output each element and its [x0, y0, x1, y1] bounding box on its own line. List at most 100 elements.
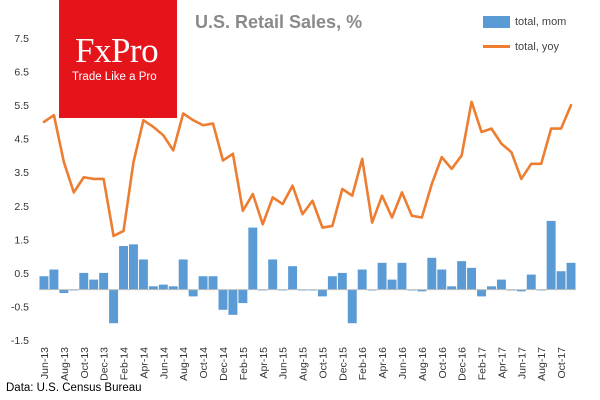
x-tick-label: Feb-15 — [238, 347, 250, 380]
x-tick-label: Dec-14 — [218, 347, 230, 381]
bar-mom — [397, 262, 407, 290]
yoy-line-group — [42, 100, 573, 238]
bar-mom — [566, 262, 576, 290]
y-tick-label: 5.5 — [14, 100, 29, 112]
bar-mom — [79, 272, 89, 290]
fxpro-logo: FxPro Trade Like a Pro — [59, 0, 177, 118]
x-tick-label: Aug-16 — [417, 347, 429, 381]
bar-mom — [317, 289, 327, 297]
x-tick-label: Feb-14 — [119, 347, 131, 380]
bar-mom — [208, 276, 218, 290]
bar-mom — [546, 220, 556, 290]
legend-item-yoy: total, yoy — [483, 38, 566, 55]
y-tick-label: 6.5 — [14, 67, 29, 79]
bar-mom — [417, 289, 427, 292]
bar-mom — [158, 284, 168, 290]
legend-label-yoy: total, yoy — [515, 40, 560, 53]
legend-swatch-bar — [483, 15, 510, 28]
logo-text: FxPro — [75, 31, 159, 70]
y-tick-label: 7.5 — [14, 33, 29, 45]
x-tick-label: Jun-13 — [39, 347, 51, 379]
bar-mom — [487, 286, 496, 290]
x-tick-label: Feb-16 — [357, 347, 369, 380]
source-note: Data: U.S. Census Bureau — [6, 382, 142, 394]
bar-mom — [357, 269, 367, 290]
line-yoy — [42, 100, 573, 238]
bar-mom — [327, 276, 337, 290]
bar-mom — [89, 279, 99, 290]
bar-mom — [556, 271, 566, 290]
bar-mom — [447, 286, 457, 290]
x-tick-label: Oct-14 — [198, 347, 210, 379]
x-tick-label: Jun-14 — [158, 347, 170, 379]
bar-mom — [288, 266, 298, 290]
x-tick-label: Apr-15 — [258, 347, 270, 379]
logo-tagline: Trade Like a Pro — [72, 71, 157, 83]
x-tick-label: Feb-17 — [477, 347, 489, 380]
x-tick-label: Apr-14 — [138, 347, 150, 379]
x-axis: Jun-13 Aug-13 Oct-13 Dec-13 Feb-14 Apr-14 Jun-… — [39, 347, 568, 381]
x-tick-label: Aug-15 — [298, 347, 310, 381]
bar-mom — [188, 289, 198, 297]
x-tick-label: Aug-17 — [536, 347, 548, 381]
bar-mom — [457, 261, 467, 290]
bar-mom — [248, 227, 258, 290]
bar-mom — [228, 289, 238, 315]
bar-mom — [427, 257, 437, 290]
bar-mom — [198, 276, 208, 290]
y-tick-label: 2.5 — [14, 201, 29, 213]
y-axis: -1.5 -0.5 0.5 1.5 2.5 3.5 4.5 5.5 6.5 7.5 — [11, 33, 29, 347]
bar-mom — [49, 269, 59, 290]
bar-mom — [516, 289, 526, 292]
bar-mom — [59, 289, 69, 294]
x-tick-label: Jun-15 — [278, 347, 290, 379]
y-tick-label: -0.5 — [11, 301, 29, 313]
y-tick-label: 4.5 — [14, 134, 29, 146]
mom-bars — [39, 220, 576, 324]
bar-mom — [148, 286, 158, 290]
x-tick-label: Apr-17 — [496, 347, 508, 379]
chart-title: U.S. Retail Sales, % — [195, 12, 363, 32]
bar-mom — [467, 267, 477, 290]
y-tick-label: -1.5 — [11, 335, 29, 347]
bar-mom — [138, 259, 148, 290]
bar-mom — [39, 276, 49, 290]
x-tick-label: Apr-16 — [377, 347, 389, 379]
x-tick-label: Oct-16 — [437, 347, 449, 379]
legend: total, mom total, yoy — [483, 13, 566, 63]
bar-mom — [168, 286, 178, 290]
x-tick-label: Dec-16 — [457, 347, 469, 381]
y-tick-label: 3.5 — [14, 167, 29, 179]
bar-mom — [99, 272, 109, 290]
x-tick-label: Oct-15 — [317, 347, 329, 379]
x-tick-label: Aug-13 — [59, 347, 71, 381]
x-tick-label: Oct-17 — [556, 347, 568, 379]
x-tick-label: Jun-16 — [397, 347, 409, 379]
bar-mom — [496, 279, 506, 290]
bar-mom — [119, 246, 128, 290]
x-tick-label: Dec-13 — [99, 347, 111, 381]
x-tick-label: Jun-17 — [516, 347, 528, 379]
bar-mom — [477, 289, 486, 297]
bar-mom — [218, 289, 228, 310]
bar-mom — [377, 262, 387, 290]
legend-swatch-line — [483, 45, 510, 48]
x-tick-label: Aug-14 — [178, 347, 190, 381]
bar-mom — [526, 274, 536, 290]
bar-mom — [347, 289, 357, 324]
bar-mom — [238, 289, 248, 304]
legend-item-mom: total, mom — [483, 13, 566, 30]
bar-mom — [129, 244, 138, 290]
bar-mom — [109, 289, 119, 324]
y-tick-label: 0.5 — [14, 268, 29, 280]
x-tick-label: Dec-15 — [337, 347, 349, 381]
legend-label-mom: total, mom — [515, 15, 567, 28]
bar-mom — [337, 272, 347, 290]
bar-mom — [437, 269, 447, 290]
y-tick-label: 1.5 — [14, 234, 29, 246]
bar-mom — [178, 259, 188, 290]
bar-mom — [268, 259, 278, 290]
x-tick-label: Oct-13 — [79, 347, 91, 379]
bar-mom — [387, 279, 397, 290]
